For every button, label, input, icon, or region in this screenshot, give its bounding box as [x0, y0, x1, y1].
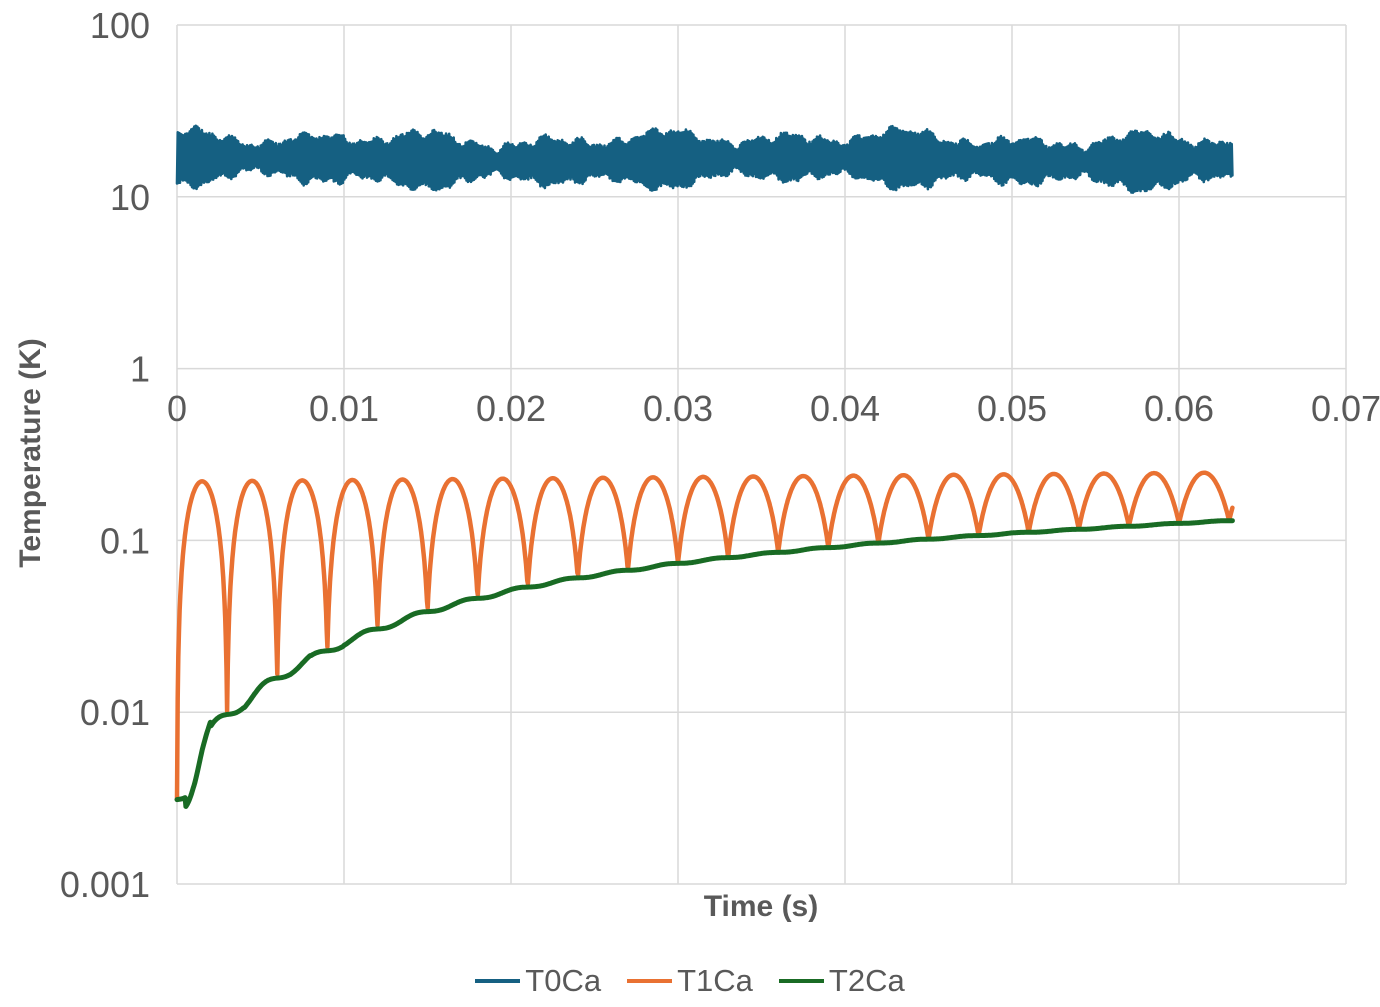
x-tick-label: 0.05	[977, 388, 1047, 429]
x-tick-label: 0.01	[309, 388, 379, 429]
x-tick-label: 0	[167, 388, 187, 429]
legend-label-t0ca: T0Ca	[525, 963, 602, 998]
legend-swatch-t1ca	[627, 979, 673, 983]
legend-swatch-t2ca	[778, 979, 824, 983]
legend-item-t0ca: T0Ca	[475, 963, 601, 999]
legend-item-t2ca: T2Ca	[778, 963, 905, 999]
x-tick-label: 0.03	[643, 388, 713, 429]
legend-swatch-t0ca	[475, 979, 521, 983]
x-tick-label: 0.07	[1311, 388, 1380, 429]
y-tick-label: 0.01	[80, 692, 150, 733]
x-tick-label: 0.06	[1144, 388, 1214, 429]
legend-label-t2ca: T2Ca	[828, 963, 905, 998]
x-tick-label: 0.02	[476, 388, 546, 429]
y-tick-label: 0.1	[100, 520, 150, 561]
legend-item-t1ca: T1Ca	[627, 963, 753, 999]
series-line	[174, 470, 1235, 802]
series-line	[174, 518, 1235, 809]
y-axis-title: Temperature (K)	[14, 338, 47, 568]
y-tick-label: 100	[90, 5, 150, 46]
y-tick-label: 10	[110, 177, 150, 218]
legend: T0Ca T1Ca T2Ca	[0, 961, 1380, 1001]
series-line	[175, 124, 1234, 194]
y-tick-label: 0.001	[60, 864, 150, 905]
x-tick-label: 0.04	[810, 388, 880, 429]
x-axis-title: Time (s)	[703, 890, 819, 923]
legend-label-t1ca: T1Ca	[677, 963, 753, 998]
y-tick-label: 1	[130, 349, 150, 390]
